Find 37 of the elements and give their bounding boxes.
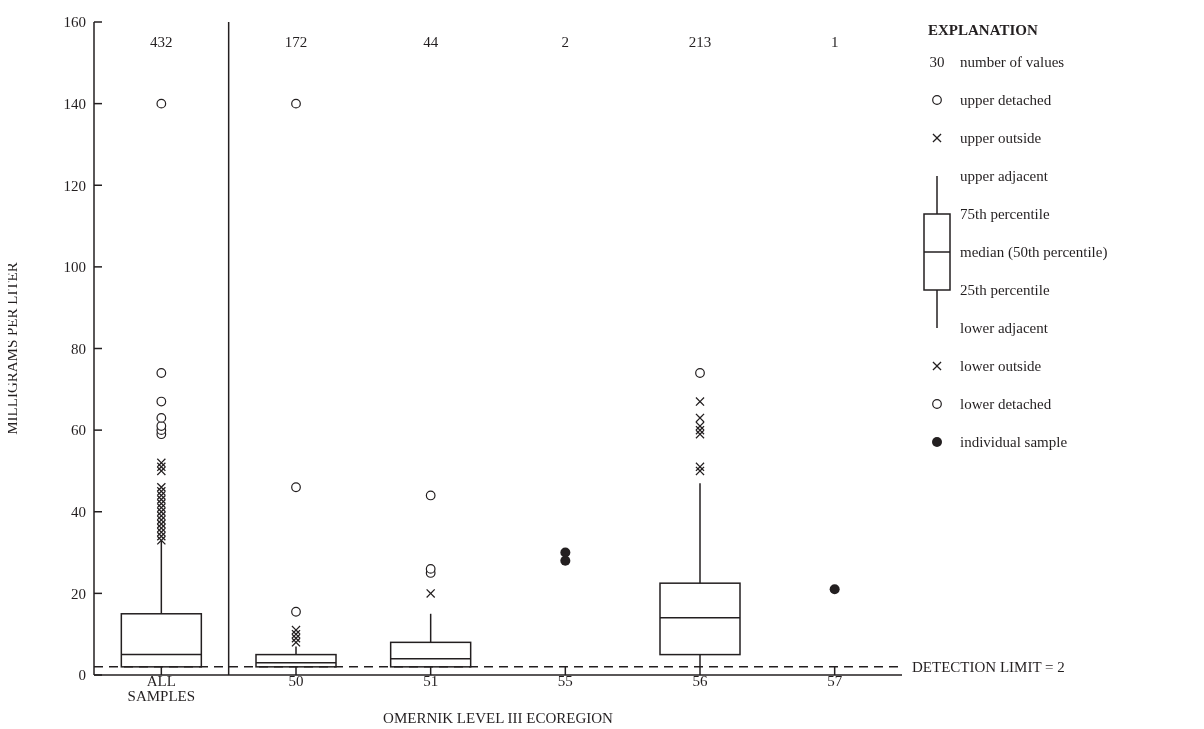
y-tick-label: 160	[63, 14, 86, 31]
x-tick-label: 57	[827, 672, 843, 689]
y-tick-label: 20	[71, 585, 86, 602]
annotation: 1	[830, 33, 839, 50]
y-axis-title: MILLIGRAMS PER LITER	[4, 262, 21, 435]
x-axis-title: OMERNIK LEVEL III ECOREGION	[383, 710, 614, 726]
x-tick-label: 56	[692, 672, 708, 689]
annotation: 172	[284, 33, 308, 50]
legend-label: individual sample	[960, 433, 1068, 451]
annotation: 44	[423, 33, 439, 50]
text: 25th percentile	[960, 281, 1050, 299]
y-tick-label: 80	[71, 340, 86, 357]
text: median (50th percentile)	[960, 243, 1108, 261]
text: number of values	[960, 54, 1065, 70]
x-tick-label: 50	[288, 672, 304, 689]
text: 30	[929, 53, 945, 71]
y-tick-label: 60	[71, 422, 86, 439]
text: lower detached	[960, 395, 1052, 413]
annotation: 432	[150, 33, 173, 50]
text: lower adjacent	[960, 319, 1048, 337]
text: upper adjacent	[960, 167, 1048, 185]
y-tick-label: 0	[78, 667, 86, 684]
y-tick-label: 100	[63, 259, 86, 276]
legend-title: EXPLANATION	[928, 22, 1038, 39]
x-tick-label: 55	[557, 672, 573, 689]
y-tick-label: 40	[71, 504, 86, 521]
legend-label: upper detached	[960, 91, 1052, 109]
text: lower outside	[960, 357, 1042, 375]
annotation: 213	[688, 33, 712, 50]
y-tick-label: 140	[63, 95, 86, 112]
ref-line-label: DETECTION LIMIT = 2	[912, 659, 1065, 676]
text: 75th percentile	[960, 205, 1050, 223]
x-tick-label: 51	[423, 672, 439, 689]
y-tick-label: 120	[63, 177, 86, 194]
legend-label: upper outside	[960, 129, 1042, 147]
x-tick-label: ALL SAMPLES	[127, 672, 196, 704]
annotation: 2	[561, 33, 570, 50]
